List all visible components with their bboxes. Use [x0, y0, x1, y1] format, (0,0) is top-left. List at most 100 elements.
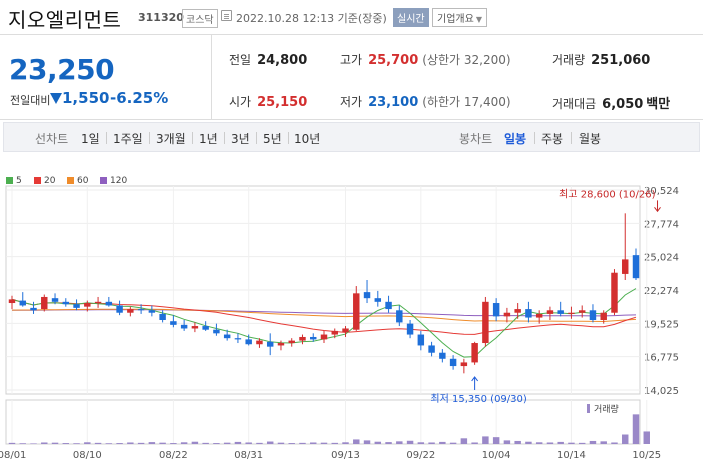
tab-3m[interactable]: 3개월 [156, 132, 186, 146]
stat-label: 고가 [340, 53, 363, 67]
volume-bar [234, 441, 242, 444]
candle-body [342, 328, 349, 333]
stat-value: 23,100 [368, 95, 419, 110]
candle-body [137, 309, 145, 311]
realtime-button[interactable]: 실시간 [393, 8, 429, 27]
volume-bar [449, 442, 457, 444]
high-annotation: 최고 28,600 (10/26) [559, 188, 655, 200]
x-tick-label: 08/22 [159, 450, 188, 461]
tab-1y[interactable]: 1년 [199, 132, 218, 146]
tab-monthly[interactable]: 월봉 [579, 132, 602, 146]
volume-legend-swatch [587, 404, 590, 413]
legend-swatch [67, 177, 74, 184]
legend-label: 120 [110, 176, 128, 186]
change-label: 전일대비 [10, 94, 51, 107]
candle-body [148, 310, 156, 313]
candle-body [503, 312, 511, 317]
volume-bar [342, 442, 349, 444]
volume-bar [611, 442, 618, 444]
chart-tab-bar: 선차트 1일 1주일 3개월 1년 3년 5년 10년 봉차트 일봉 주봉 월봉 [3, 122, 700, 152]
candle-chart-label: 봉차트 [459, 132, 493, 146]
volume-bar [73, 443, 80, 444]
candle-body [94, 301, 102, 304]
volume-bar [266, 441, 274, 444]
stock-code: 311320 [138, 11, 184, 24]
tab-10y[interactable]: 10년 [294, 132, 321, 146]
ma20-line [11, 298, 637, 335]
divider [211, 35, 212, 119]
volume-bar [84, 442, 91, 444]
x-tick-label: 08/31 [234, 450, 263, 461]
stat-label: 거래량 [552, 53, 586, 67]
stat-label: 전일 [229, 53, 252, 67]
y-tick-label: 19,525 [644, 319, 679, 330]
divider [571, 132, 572, 144]
tab-5y[interactable]: 5년 [263, 132, 282, 146]
stat-label: 시가 [229, 95, 252, 109]
volume-bar [320, 442, 328, 444]
candle-body [19, 300, 26, 306]
volume-bar [546, 442, 554, 444]
volume-bar [525, 441, 532, 444]
tab-1d[interactable]: 1일 [81, 132, 100, 146]
current-price: 23,250 [9, 53, 115, 86]
candle-body [84, 303, 91, 307]
legend-label: 20 [44, 176, 56, 186]
volume-bar [94, 442, 102, 444]
candle-body [41, 296, 48, 310]
volume-bar [643, 431, 650, 444]
legend-item-ma20: 20 [34, 176, 55, 186]
divider [224, 132, 225, 144]
volume-bar [277, 442, 285, 444]
candle-body [589, 310, 597, 320]
candle-body [320, 334, 328, 340]
candle-body [288, 340, 295, 344]
tab-1w[interactable]: 1주일 [113, 132, 143, 146]
stat-unit: 백만 [646, 97, 671, 112]
candle-body [159, 313, 166, 320]
x-tick-label: 09/13 [331, 450, 360, 461]
candle-body [611, 272, 618, 313]
candle-body [482, 301, 489, 344]
divider [149, 132, 150, 144]
volume-bar [310, 442, 317, 444]
volume-bar [245, 442, 252, 444]
tab-weekly[interactable]: 주봉 [541, 132, 564, 146]
candle-body [385, 301, 392, 310]
candle-body [525, 309, 532, 318]
stat-value: 251,060 [591, 53, 651, 68]
volume-bar [105, 443, 113, 444]
volume-bar [202, 442, 209, 444]
candle-body [116, 305, 123, 313]
volume-bar [116, 443, 123, 444]
candle-body [546, 310, 554, 314]
volume-bar [632, 414, 640, 444]
candle-body [396, 310, 403, 323]
candle-body [492, 303, 500, 317]
candle-body [8, 299, 16, 304]
candle-body [535, 313, 543, 318]
volume-bar [288, 443, 295, 444]
volume-bar [439, 441, 446, 444]
tab-daily[interactable]: 일봉 [504, 132, 527, 146]
volume-bar [51, 442, 59, 444]
candle-body [127, 309, 134, 313]
candle-body [105, 301, 113, 306]
stat-value: 6,050 [602, 97, 644, 112]
company-info-label: 기업개요 [437, 14, 474, 25]
candle-body [62, 301, 70, 305]
stock-header: 지오엘리먼트 311320 코스닥 2022.10.28 12:13 기준(장중… [0, 0, 703, 34]
stock-name: 지오엘리먼트 [8, 8, 122, 32]
down-arrow-icon [654, 200, 661, 213]
volume-bar [482, 436, 489, 444]
volume-bar [8, 442, 16, 444]
company-info-dropdown[interactable]: 기업개요 ▼ [432, 8, 487, 27]
stat-volume: 거래량 251,060 [552, 51, 650, 68]
stat-label: 저가 [340, 95, 363, 109]
volume-bar [137, 442, 145, 444]
tab-3y[interactable]: 3년 [231, 132, 250, 146]
candle-body [568, 312, 575, 314]
up-arrow-icon [471, 376, 479, 390]
volume-bar [30, 443, 37, 444]
legend-swatch [100, 177, 107, 184]
